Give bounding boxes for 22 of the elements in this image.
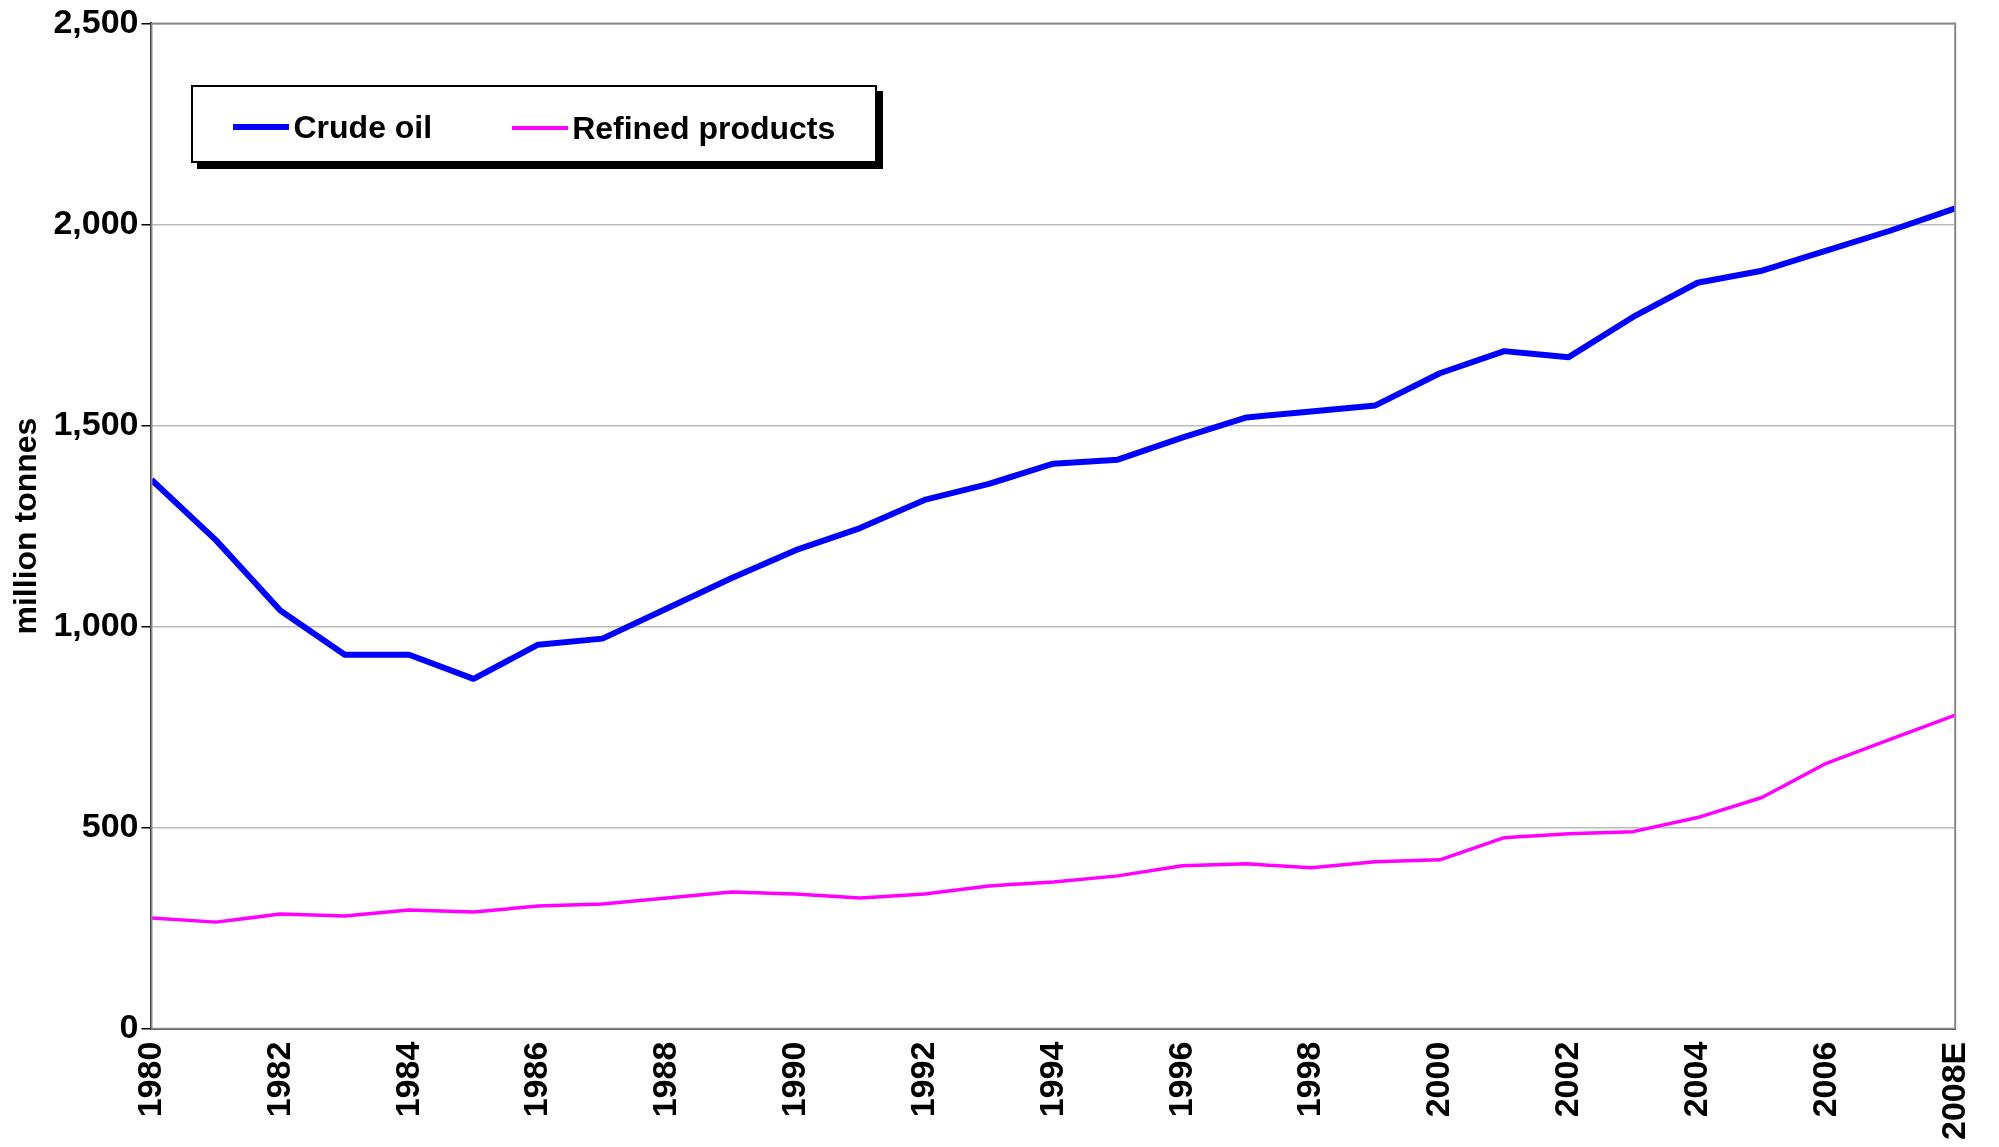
y-tick-label: 1,000 [53,604,139,643]
x-tick-label: 1990 [774,1041,813,1118]
y-tick-label: 1,500 [53,403,139,442]
y-axis-title: million tonnes [7,417,44,635]
x-tick-label: 2006 [1804,1041,1843,1118]
y-tick-label: 500 [81,806,139,844]
legend-label: Refined products [572,109,836,147]
y-tick-label: 2,500 [53,1,139,40]
x-tick-label: 2002 [1547,1041,1586,1118]
x-tick-label: 1986 [516,1041,555,1118]
y-tick-label: 2,000 [53,202,139,241]
x-tick-label: 2008E [1933,1041,1972,1141]
x-tick-label: 1992 [902,1041,941,1118]
x-tick-label: 1982 [258,1041,297,1118]
x-tick-label: 1996 [1160,1041,1199,1118]
x-tick-label: 2000 [1418,1041,1457,1118]
x-tick-label: 1994 [1031,1041,1070,1118]
x-tick-label: 2004 [1675,1041,1714,1118]
x-tick-label: 1998 [1289,1041,1328,1118]
x-tick-label: 1984 [387,1041,426,1118]
legend-label: Crude oil [293,108,433,146]
x-tick-label: 1988 [645,1041,684,1118]
